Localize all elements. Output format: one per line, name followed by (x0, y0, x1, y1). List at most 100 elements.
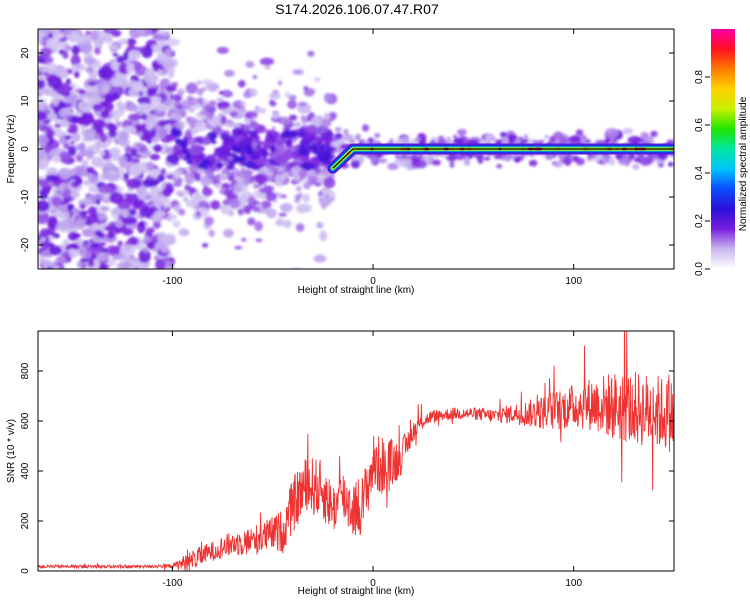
spectrogram-cell (131, 158, 140, 163)
spectrogram-cell (39, 193, 49, 200)
spectrogram-cell (124, 145, 133, 154)
spectrogram-cell (162, 197, 171, 208)
spectrogram-cell (146, 161, 154, 170)
spectrogram-cell (138, 206, 155, 218)
spectrogram-cell (142, 178, 159, 188)
spectrogram-cell (632, 164, 640, 170)
spectrogram-cell (121, 216, 138, 225)
x-tick-label: 0 (370, 578, 376, 589)
spectrogram-cell (150, 95, 162, 105)
spectrogram-cell (298, 101, 307, 107)
spectrogram-cell (245, 160, 254, 169)
spectrogram-cell (123, 52, 129, 60)
spectrogram-cell (95, 199, 101, 206)
spectrogram-cell (496, 163, 503, 169)
spectrogram-cell (196, 80, 202, 85)
spectrogram-cell (288, 114, 298, 121)
spectrogram-cell (608, 157, 616, 166)
spectrogram-cell (38, 74, 47, 80)
spectrogram-cell (278, 80, 282, 86)
spectrogram-cell (77, 100, 91, 113)
spectrogram-cell (135, 186, 144, 194)
spectrogram-cell (86, 214, 99, 225)
spectrogram-cell (197, 97, 205, 105)
spectrogram-cell (63, 188, 72, 199)
spectrogram-cell (80, 124, 86, 132)
spectrogram-x-label: Height of straight line (km) (298, 285, 415, 296)
spectrogram-cell (216, 101, 231, 109)
spectrogram-cell (85, 30, 91, 35)
spectrogram-y-ticks: -20 -10 0 10 20 (20, 47, 674, 252)
spectrogram-cell (66, 203, 75, 210)
spectrogram-cell (223, 190, 230, 195)
spectrogram-cell (292, 173, 301, 182)
spectrogram-cell (319, 168, 330, 174)
spectrogram-cell (164, 31, 170, 38)
spectrogram-cell (204, 216, 214, 226)
spectrogram-cell (60, 71, 68, 79)
spectrogram-cell (108, 129, 117, 138)
spectrogram-cell (161, 168, 166, 175)
spectrogram-cell (187, 105, 196, 113)
signal-center-line (332, 148, 674, 169)
spectrogram-cell (38, 89, 47, 96)
spectrogram-cell (224, 150, 231, 155)
spectrogram-cell (141, 45, 153, 59)
spectrogram-cell (84, 91, 96, 98)
spectrogram-cell (157, 174, 165, 183)
spectrogram-cell (599, 160, 604, 164)
spectrogram-cell (38, 78, 46, 90)
spectrogram-cell (38, 149, 47, 161)
spectrogram-cell (70, 94, 77, 104)
spectrogram-cell (263, 182, 267, 187)
spectrogram-cell (40, 237, 47, 242)
snr-series-line (38, 331, 674, 571)
spectrogram-cell (287, 100, 298, 109)
spectrogram-cell (249, 130, 259, 138)
spectrogram-cell (410, 139, 417, 144)
spectrogram-cell (544, 134, 550, 140)
spectrogram-cell (71, 181, 80, 188)
spectrogram-cell (71, 132, 81, 143)
spectrogram-cell (571, 155, 580, 162)
spectrogram-cell (184, 129, 193, 139)
spectrogram-cell (98, 150, 105, 156)
colorbar-label: Normalized spectral amplitude (738, 96, 749, 231)
spectrogram-cell (116, 101, 124, 109)
spectrogram-cell (105, 161, 114, 168)
spectrogram-cell (157, 231, 167, 245)
spectrogram-cell (563, 156, 572, 166)
spectrogram-cell (293, 121, 301, 128)
spectrogram-cell (257, 168, 268, 176)
spectrogram-cell (269, 92, 281, 100)
spectrogram-cell (118, 62, 130, 75)
spectrogram-cell (54, 123, 62, 128)
spectrogram-cell (178, 208, 186, 216)
spectrogram-cell (84, 243, 91, 251)
spectrogram-cell (252, 74, 257, 80)
spectrogram-cell (259, 187, 268, 194)
spectrogram-cell (307, 50, 315, 57)
spectrogram-cell (75, 167, 85, 177)
x-tick-label: -100 (162, 578, 182, 589)
spectrogram-cell (139, 102, 151, 111)
spectrogram-cell (182, 149, 189, 153)
spectrogram-cell (114, 138, 120, 145)
spectrogram-cell (295, 186, 302, 192)
spectrogram-cell (108, 44, 118, 51)
spectrogram-cell (38, 101, 45, 110)
spectrogram-cell (294, 194, 302, 200)
spectrogram-cell (201, 79, 214, 86)
spectrogram-cell (107, 230, 115, 240)
spectrogram-cell (314, 77, 321, 82)
spectrogram-cell (200, 87, 207, 92)
spectrogram-cell (84, 250, 92, 260)
spectrogram-cell (518, 156, 524, 161)
spectrogram-cell (585, 139, 591, 144)
spectrogram-cell (53, 264, 60, 269)
spectrogram-cell (178, 228, 190, 237)
spectrogram-cell (238, 202, 245, 210)
spectrogram-cell (54, 127, 62, 133)
spectrogram-cell (53, 29, 61, 37)
